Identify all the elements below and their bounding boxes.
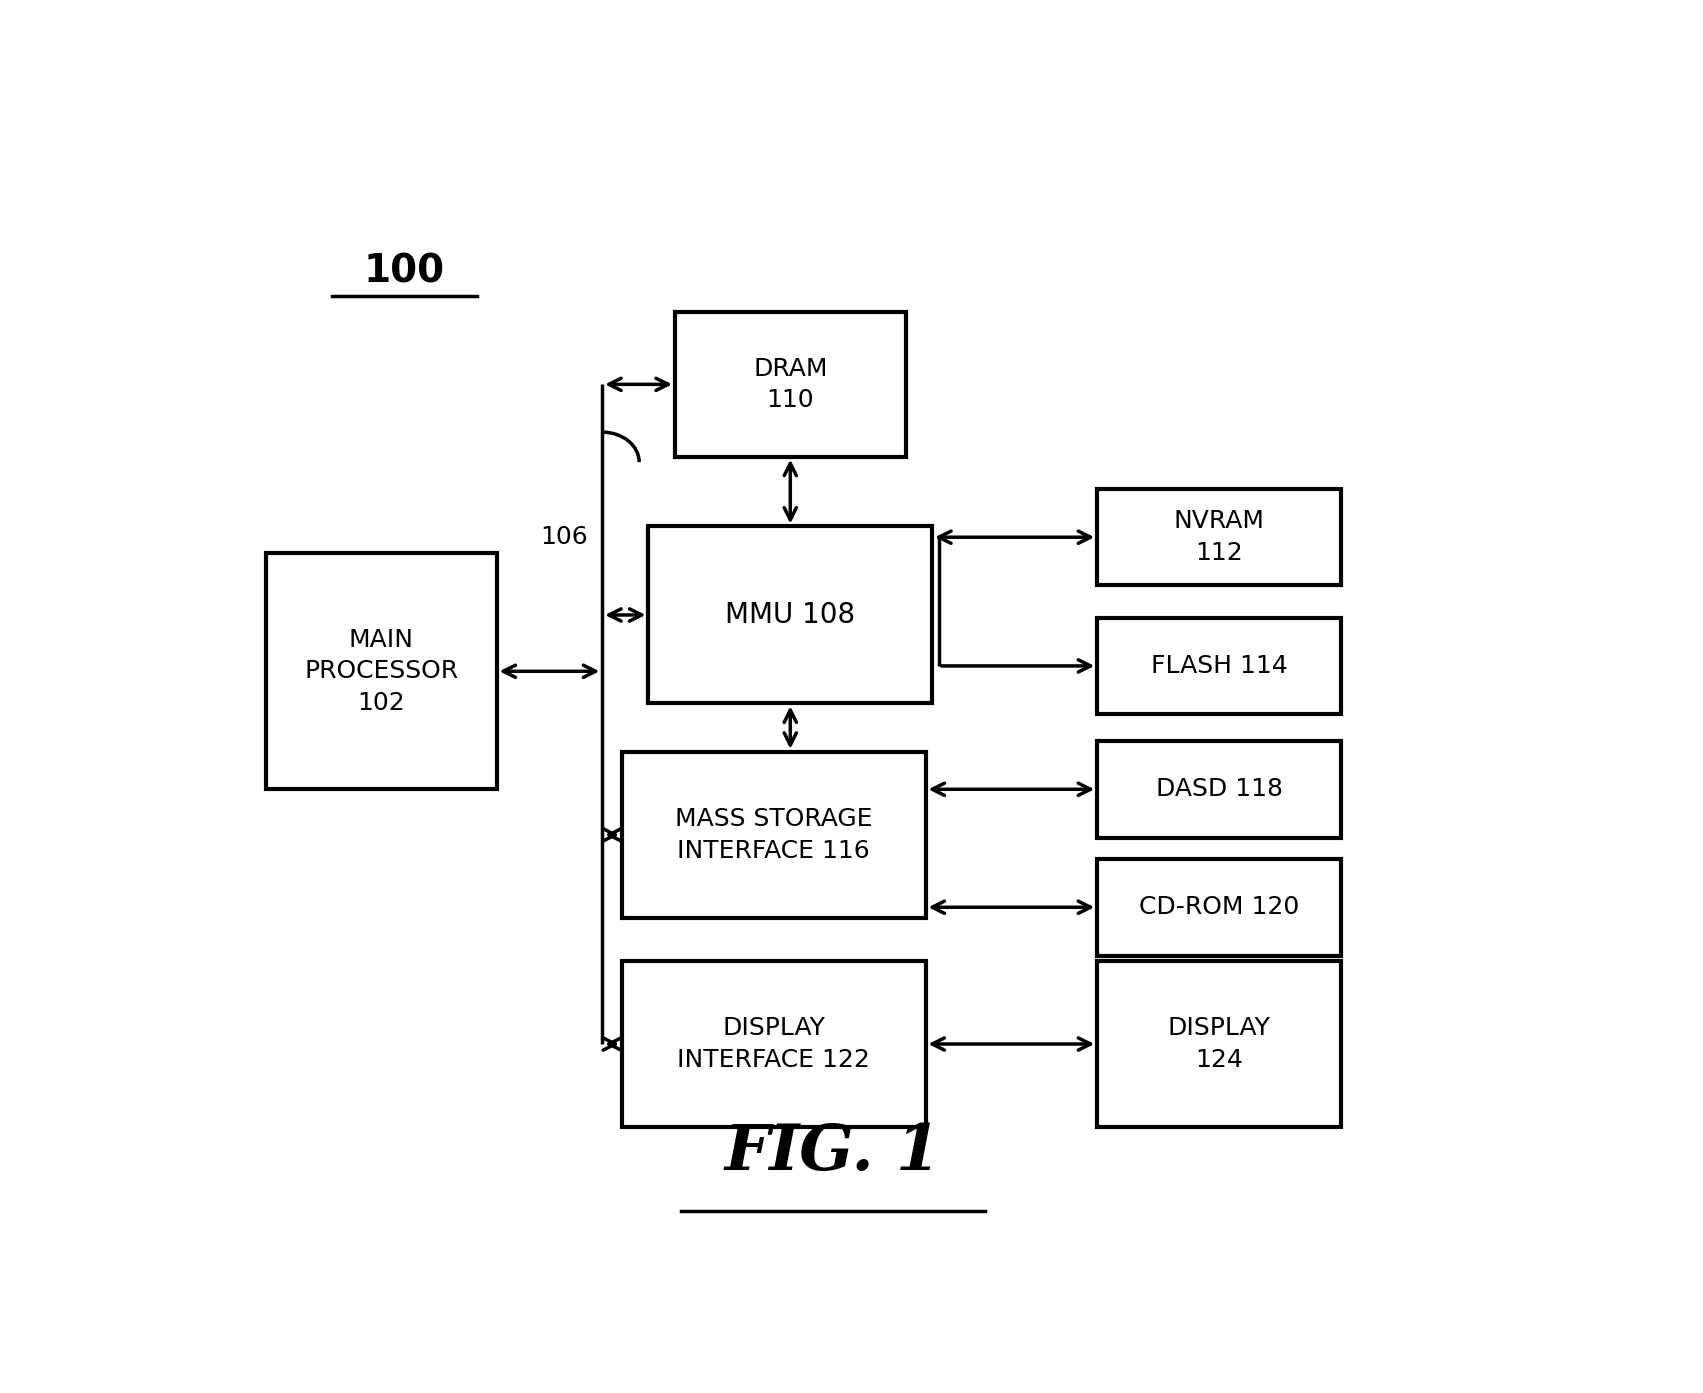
Text: DISPLAY
124: DISPLAY 124 <box>1168 1017 1270 1071</box>
Text: MAIN
PROCESSOR
102: MAIN PROCESSOR 102 <box>305 628 458 715</box>
Text: 100: 100 <box>364 252 444 291</box>
Bar <box>1097 961 1342 1127</box>
Bar <box>622 961 926 1127</box>
Bar <box>622 752 926 918</box>
Text: MMU 108: MMU 108 <box>725 600 855 630</box>
Text: FIG. 1: FIG. 1 <box>725 1123 942 1184</box>
Bar <box>1097 617 1342 715</box>
Bar <box>674 312 906 457</box>
Text: DRAM
110: DRAM 110 <box>753 357 828 412</box>
Bar <box>1097 741 1342 837</box>
Bar <box>1097 489 1342 585</box>
Bar <box>1097 859 1342 956</box>
Bar <box>649 527 932 703</box>
Text: DISPLAY
INTERFACE 122: DISPLAY INTERFACE 122 <box>678 1017 870 1071</box>
Text: NVRAM
112: NVRAM 112 <box>1173 510 1265 566</box>
Text: MASS STORAGE
INTERFACE 116: MASS STORAGE INTERFACE 116 <box>674 807 872 862</box>
Text: FLASH 114: FLASH 114 <box>1151 653 1287 678</box>
Text: DASD 118: DASD 118 <box>1156 777 1282 801</box>
Bar <box>266 553 497 790</box>
Text: 106: 106 <box>540 525 588 549</box>
Text: CD-ROM 120: CD-ROM 120 <box>1139 896 1299 919</box>
